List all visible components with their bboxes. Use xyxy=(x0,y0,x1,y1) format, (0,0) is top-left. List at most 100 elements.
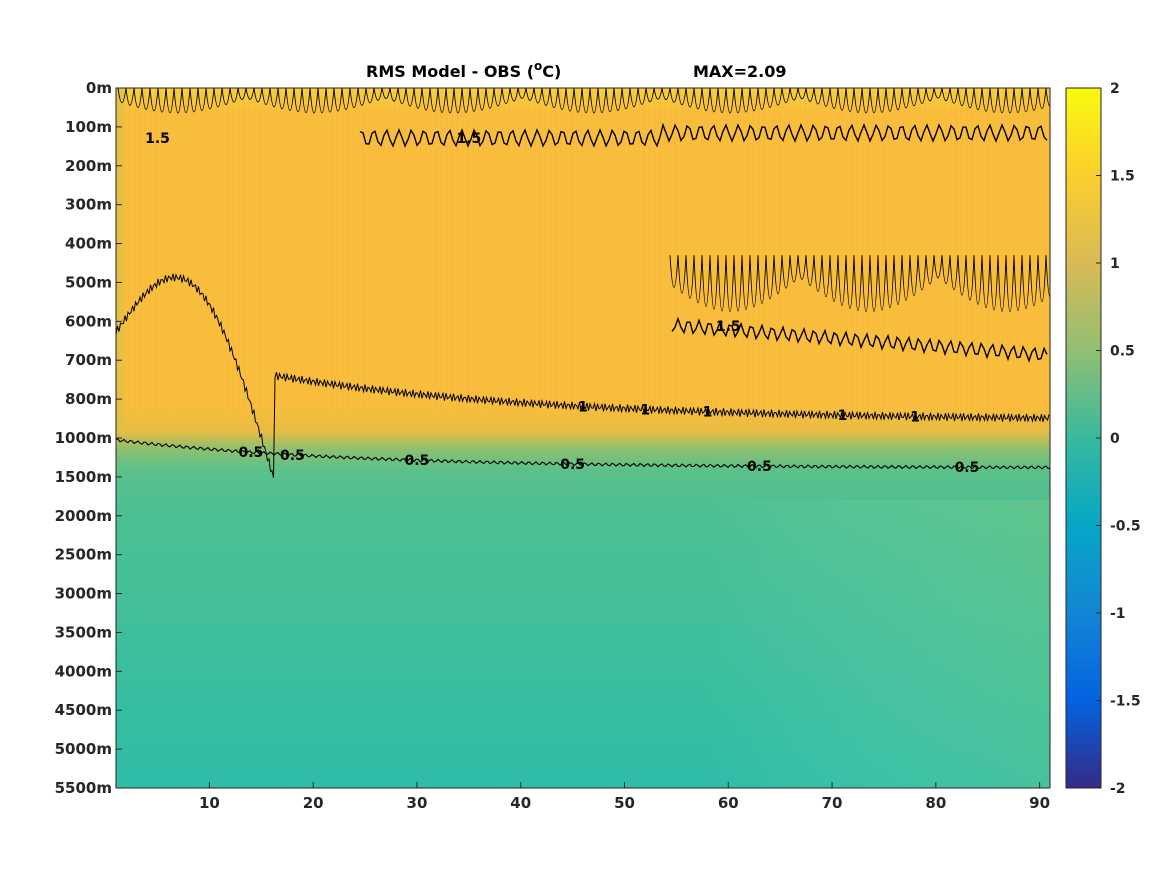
contour-line xyxy=(597,88,607,113)
contour-line xyxy=(173,88,183,114)
heatmap-stripe xyxy=(159,88,162,423)
heatmap-stripe xyxy=(456,88,459,423)
contour-line xyxy=(661,88,671,101)
contour-line xyxy=(717,88,727,113)
y-tick-label: 0m xyxy=(86,79,112,97)
contour-label: 1 xyxy=(838,408,848,424)
contour-line xyxy=(221,88,231,106)
contour-line xyxy=(165,88,175,113)
y-tick-label: 500m xyxy=(65,273,112,291)
colorbar-tick-label: 1 xyxy=(1110,256,1120,272)
heatmap-stripe xyxy=(502,88,505,423)
heatmap-stripe xyxy=(320,88,323,423)
heatmap-stripe xyxy=(430,88,433,423)
y-tick-label: 5000m xyxy=(55,740,112,758)
heatmap-stripe xyxy=(752,88,755,423)
heatmap-stripe xyxy=(794,88,797,423)
heatmap-stripe xyxy=(632,88,635,423)
heatmap-stripe xyxy=(367,88,370,423)
contour-line xyxy=(525,88,535,101)
heatmap-stripe xyxy=(908,88,911,423)
heatmap-stripe xyxy=(887,88,890,423)
heatmap-stripe xyxy=(970,88,973,423)
contour-line xyxy=(565,88,575,112)
x-tick-label: 40 xyxy=(510,794,531,812)
heatmap-field: 0.5 0.5 0.5 0.5 0.5 0.5 1 1 1 1 1 1.5 1.5 1.5 xyxy=(116,88,1050,788)
contour-line xyxy=(885,255,895,309)
heatmap-stripe xyxy=(809,88,812,423)
contour-line xyxy=(901,255,911,301)
heatmap-stripe xyxy=(279,88,282,423)
heatmap-stripe xyxy=(154,88,157,423)
contour-line xyxy=(733,255,743,312)
contour-line xyxy=(973,255,983,305)
heatmap-stripe xyxy=(695,88,698,423)
contour-line xyxy=(949,88,959,104)
heatmap-stripe xyxy=(783,88,786,423)
heatmap-stripe xyxy=(721,88,724,423)
heatmap-stripe xyxy=(627,88,630,423)
y-tick-label: 800m xyxy=(65,390,112,408)
contour-line xyxy=(501,88,511,105)
heatmap-stripe xyxy=(944,88,947,423)
contour-line xyxy=(445,88,455,114)
contour-line xyxy=(349,88,359,109)
contour-line xyxy=(669,255,679,288)
contour-line xyxy=(373,88,383,101)
y-tick-label: 600m xyxy=(65,312,112,330)
contour-line xyxy=(533,88,543,104)
heatmap-stripe xyxy=(336,88,339,423)
contour-line xyxy=(341,88,351,110)
heatmap-stripe xyxy=(357,88,360,423)
contour-line xyxy=(653,88,663,100)
heatmap-stripe xyxy=(310,88,313,423)
colorbar-tick-label: 0 xyxy=(1110,431,1120,447)
contour-line xyxy=(869,88,879,114)
contour-line xyxy=(517,88,527,99)
heatmap-stripe xyxy=(409,88,412,423)
contour-line xyxy=(261,88,271,105)
heatmap-stripe xyxy=(253,88,256,423)
y-tick-label: 400m xyxy=(65,235,112,253)
heatmap-stripe xyxy=(612,88,615,423)
heatmap-stripe xyxy=(435,88,438,423)
heatmap-stripe xyxy=(248,88,251,423)
heatmap-stripe xyxy=(840,88,843,423)
contour-line xyxy=(229,88,239,103)
heatmap-stripe xyxy=(180,88,183,423)
heatmap-stripe xyxy=(539,88,542,423)
heatmap-stripe xyxy=(289,88,292,423)
heatmap-stripe xyxy=(326,88,329,423)
contour-line xyxy=(709,255,719,310)
contour-line xyxy=(237,88,247,100)
heatmap-stripe xyxy=(268,88,271,423)
contour-line xyxy=(389,88,399,102)
contour-line xyxy=(1029,255,1039,307)
colorbar-tick-label: 0.5 xyxy=(1110,344,1135,360)
contour-line xyxy=(749,88,759,112)
contour-line xyxy=(765,255,775,300)
contour-line xyxy=(853,255,863,311)
contour-line xyxy=(293,88,303,113)
heatmap-stripe xyxy=(534,88,537,423)
heatmap-stripe xyxy=(664,88,667,423)
heatmap-stripe xyxy=(294,88,297,423)
contour-line xyxy=(685,255,695,299)
heatmap-stripe xyxy=(960,88,963,423)
heatmap-stripe xyxy=(185,88,188,423)
contour-label: 0.5 xyxy=(239,445,264,461)
contour-line xyxy=(301,88,311,113)
contour-line xyxy=(685,88,695,108)
contour-line xyxy=(213,88,223,108)
contour-line xyxy=(925,255,935,285)
heatmap-stripe xyxy=(258,88,261,423)
contour-line xyxy=(637,88,647,105)
contour-line xyxy=(981,255,991,309)
heatmap-stripe xyxy=(175,88,178,423)
contour-line xyxy=(757,255,767,304)
contour-label: 1 xyxy=(578,399,588,415)
heatmap-stripe xyxy=(346,88,349,423)
heatmap-stripe xyxy=(164,88,167,423)
contour-line xyxy=(789,88,799,101)
heatmap-stripe xyxy=(648,88,651,423)
